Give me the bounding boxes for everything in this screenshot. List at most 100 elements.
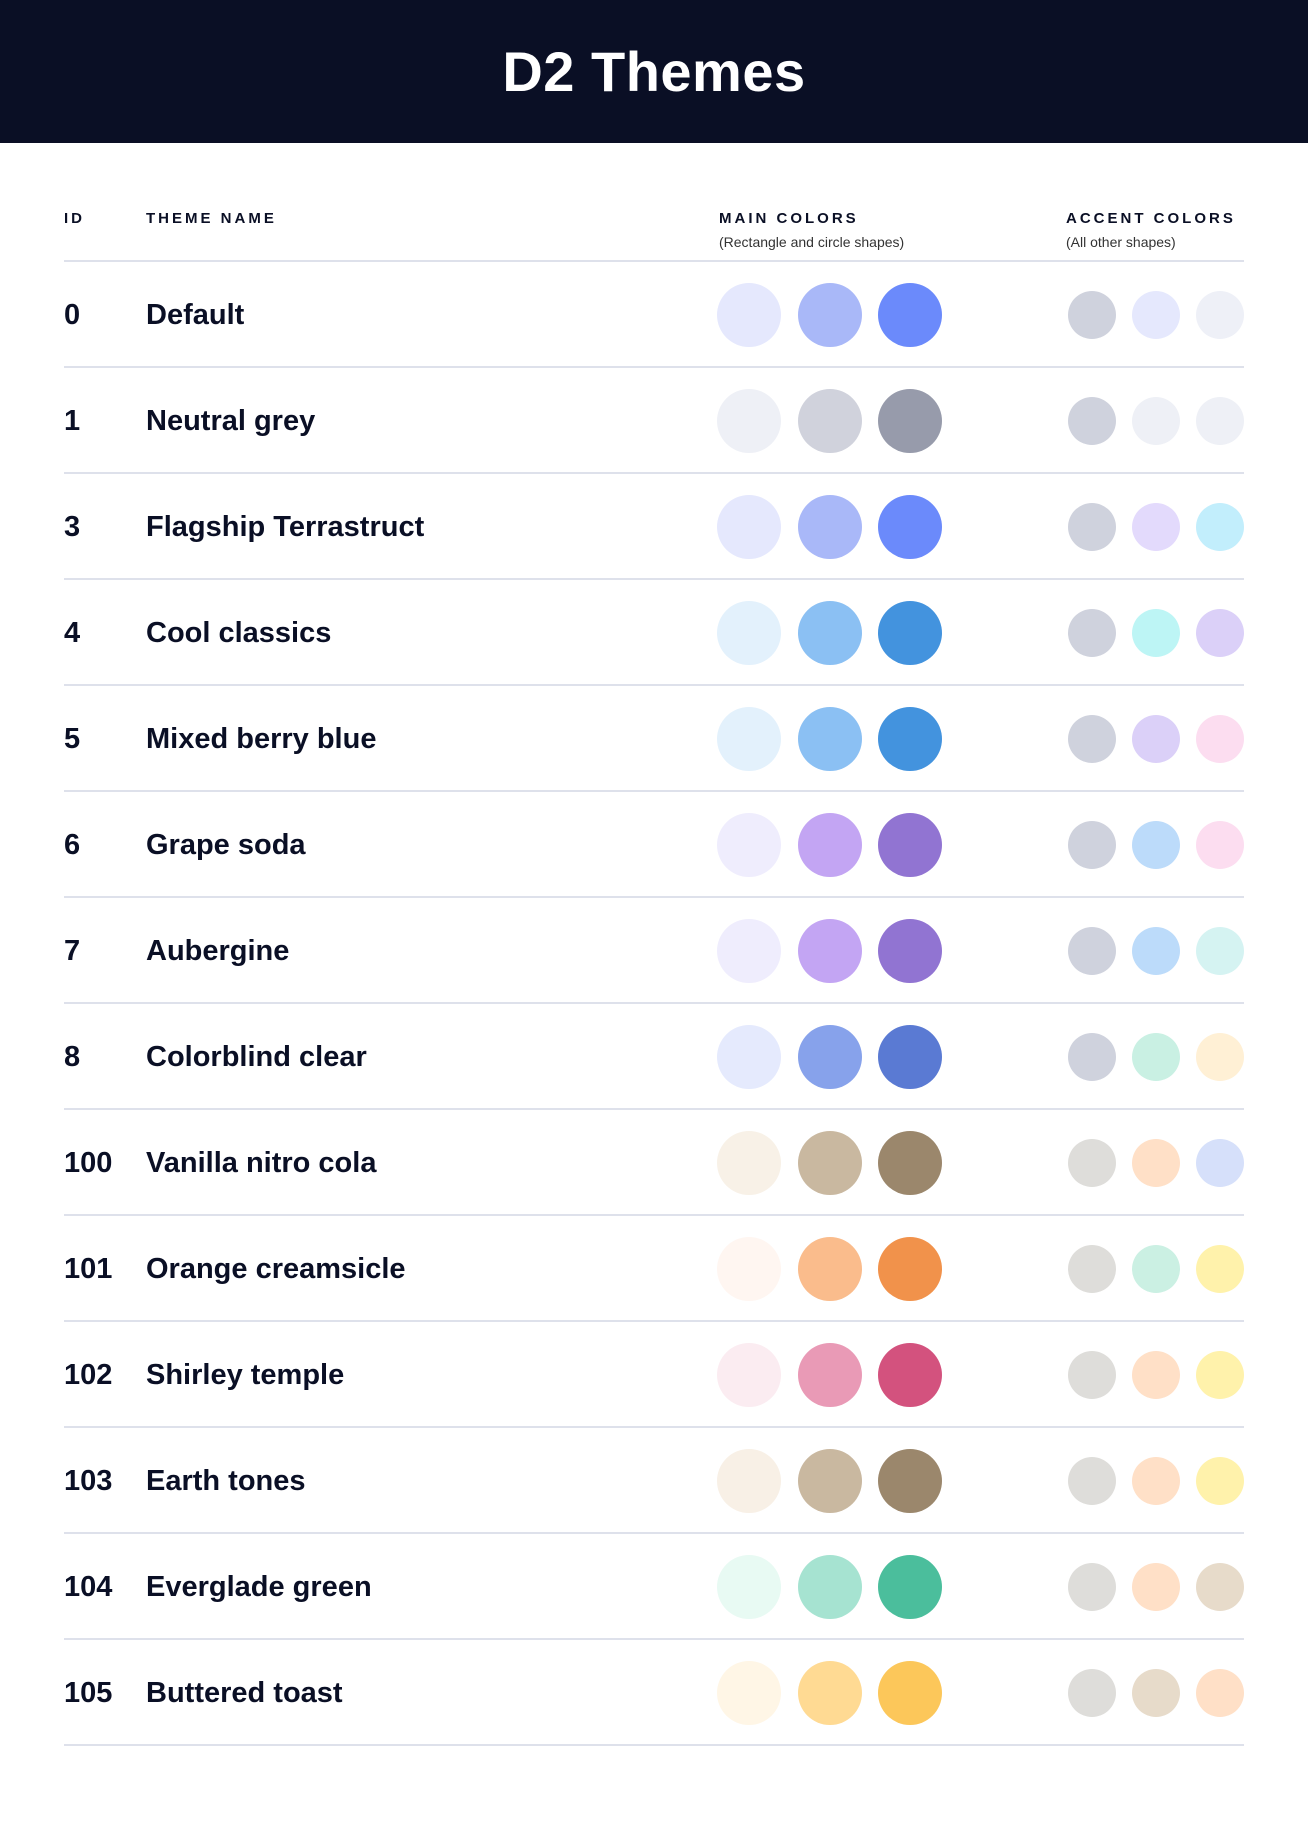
accent-color-swatch	[1068, 821, 1116, 869]
main-color-swatch	[878, 1661, 942, 1725]
row-divider	[64, 1214, 1244, 1216]
theme-name: Shirley temple	[146, 1359, 345, 1391]
column-header-main-colors: MAIN COLORS	[719, 210, 859, 227]
main-color-swatch	[717, 1131, 781, 1195]
theme-id: 7	[64, 935, 81, 967]
accent-color-swatch	[1132, 1245, 1180, 1293]
row-divider	[64, 1108, 1244, 1110]
accent-color-swatch	[1132, 1033, 1180, 1081]
row-divider	[64, 1426, 1244, 1428]
theme-row: 7 Aubergine	[0, 898, 1308, 1004]
row-divider	[64, 896, 1244, 898]
main-color-swatch	[798, 1131, 862, 1195]
main-color-swatch	[717, 601, 781, 665]
theme-row: 103 Earth tones	[0, 1428, 1308, 1534]
main-color-swatch	[878, 1343, 942, 1407]
main-color-swatch	[717, 1555, 781, 1619]
accent-color-swatch	[1196, 927, 1244, 975]
accent-color-swatch	[1196, 503, 1244, 551]
theme-row: 3 Flagship Terrastruct	[0, 474, 1308, 580]
row-divider	[64, 1320, 1244, 1322]
row-divider	[64, 366, 1244, 368]
main-color-swatch	[717, 1661, 781, 1725]
row-divider	[64, 578, 1244, 580]
theme-name: Buttered toast	[146, 1677, 343, 1709]
main-color-swatch	[798, 601, 862, 665]
theme-name: Orange creamsicle	[146, 1253, 406, 1285]
accent-color-swatch	[1068, 397, 1116, 445]
accent-color-swatch	[1196, 397, 1244, 445]
theme-id: 104	[64, 1571, 113, 1603]
accent-color-swatch	[1068, 1139, 1116, 1187]
accent-color-swatch	[1132, 821, 1180, 869]
main-color-swatch	[798, 495, 862, 559]
theme-row: 0 Default	[0, 262, 1308, 368]
accent-color-swatch	[1196, 1563, 1244, 1611]
theme-id: 100	[64, 1147, 113, 1179]
theme-name: Grape soda	[146, 829, 306, 861]
accent-color-swatch	[1068, 1563, 1116, 1611]
accent-color-swatch	[1132, 609, 1180, 657]
theme-name: Default	[146, 299, 245, 331]
accent-color-swatch	[1196, 291, 1244, 339]
accent-color-swatch	[1196, 821, 1244, 869]
column-header-theme-name: THEME NAME	[146, 210, 277, 227]
row-divider	[64, 1744, 1244, 1746]
accent-color-swatch	[1196, 715, 1244, 763]
main-color-swatch	[798, 1237, 862, 1301]
main-color-swatch	[878, 919, 942, 983]
main-color-swatch	[798, 1661, 862, 1725]
accent-color-swatch	[1196, 1245, 1244, 1293]
theme-name: Colorblind clear	[146, 1041, 367, 1073]
main-color-swatch	[878, 283, 942, 347]
row-divider	[64, 1532, 1244, 1534]
theme-id: 3	[64, 511, 81, 543]
page-title: D2 Themes	[502, 40, 806, 103]
accent-color-swatch	[1068, 1457, 1116, 1505]
theme-id: 0	[64, 299, 81, 331]
row-divider	[64, 684, 1244, 686]
main-color-swatch	[798, 389, 862, 453]
theme-row: 6 Grape soda	[0, 792, 1308, 898]
theme-id: 8	[64, 1041, 81, 1073]
theme-row: 5 Mixed berry blue	[0, 686, 1308, 792]
main-color-swatch	[798, 1025, 862, 1089]
main-color-swatch	[878, 1237, 942, 1301]
theme-name: Mixed berry blue	[146, 723, 377, 755]
main-color-swatch	[878, 707, 942, 771]
accent-color-swatch	[1132, 397, 1180, 445]
theme-id: 5	[64, 723, 81, 755]
main-color-swatch	[878, 1025, 942, 1089]
accent-color-swatch	[1132, 927, 1180, 975]
theme-name: Everglade green	[146, 1571, 372, 1603]
theme-row: 104 Everglade green	[0, 1534, 1308, 1640]
main-color-swatch	[878, 495, 942, 559]
main-color-swatch	[717, 919, 781, 983]
accent-color-swatch	[1196, 1669, 1244, 1717]
main-color-swatch	[878, 601, 942, 665]
main-color-swatch	[878, 813, 942, 877]
accent-color-swatch	[1132, 1669, 1180, 1717]
main-color-swatch	[717, 495, 781, 559]
accent-color-swatch	[1068, 609, 1116, 657]
accent-color-swatch	[1196, 1457, 1244, 1505]
column-header-id: ID	[64, 210, 85, 227]
main-color-swatch	[717, 389, 781, 453]
accent-color-swatch	[1132, 503, 1180, 551]
accent-color-swatch	[1196, 1351, 1244, 1399]
main-color-swatch	[717, 1025, 781, 1089]
row-divider	[64, 790, 1244, 792]
accent-color-swatch	[1068, 927, 1116, 975]
accent-color-swatch	[1068, 715, 1116, 763]
header-bar: D2 Themes	[0, 0, 1308, 143]
main-color-swatch	[798, 1343, 862, 1407]
main-color-swatch	[717, 707, 781, 771]
accent-color-swatch	[1132, 1351, 1180, 1399]
column-subheader-main-colors: (Rectangle and circle shapes)	[719, 234, 905, 250]
theme-name: Flagship Terrastruct	[146, 511, 425, 543]
theme-row: 4 Cool classics	[0, 580, 1308, 686]
theme-row: 100 Vanilla nitro cola	[0, 1110, 1308, 1216]
row-divider	[64, 1638, 1244, 1640]
main-color-swatch	[798, 1555, 862, 1619]
theme-id: 4	[64, 617, 81, 649]
